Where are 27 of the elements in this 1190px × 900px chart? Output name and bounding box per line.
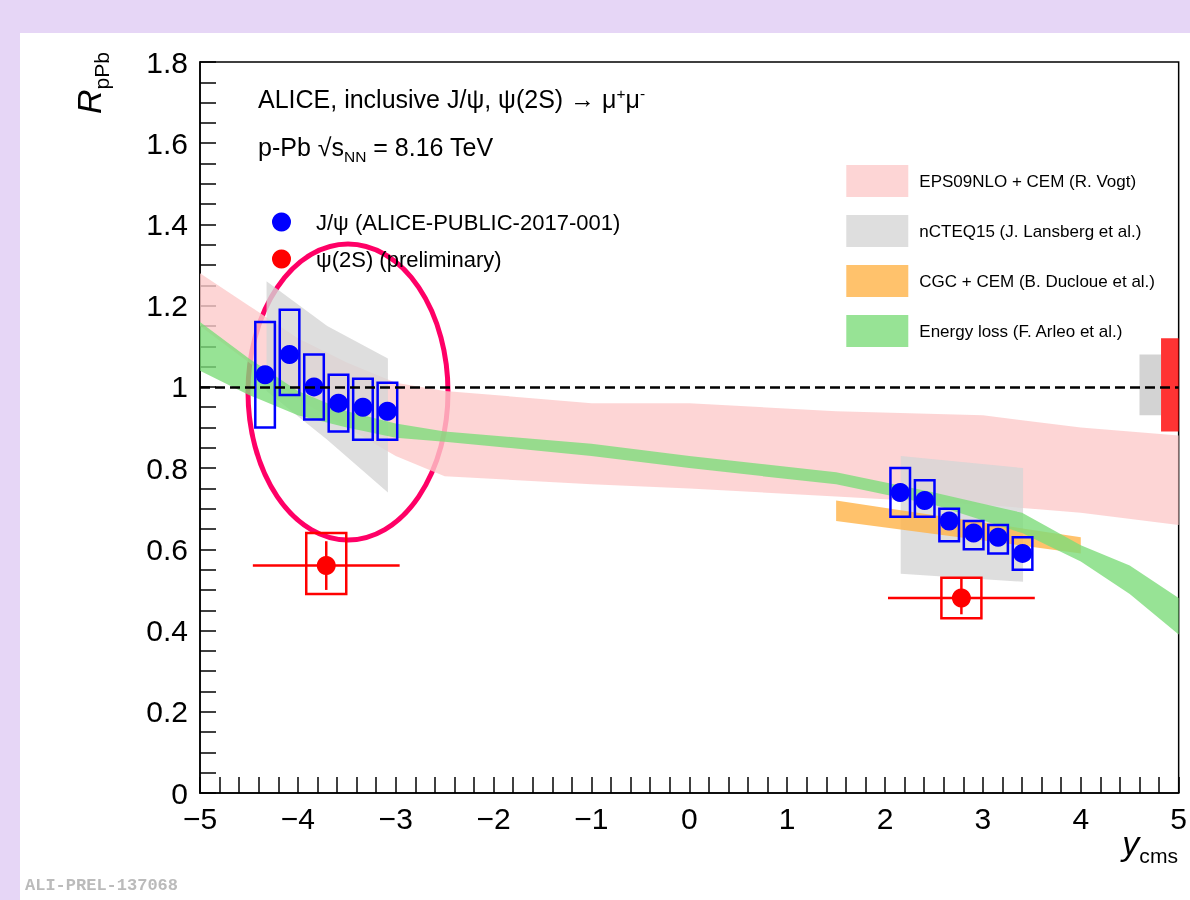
x-tick-label: 3 — [974, 801, 992, 835]
legend-label: Energy loss (F. Arleo et al.) — [919, 321, 1123, 341]
y-tick-label: 1 — [171, 370, 188, 404]
x-tick-label: 2 — [876, 801, 894, 835]
y-tick-label: 1.4 — [146, 207, 188, 241]
x-tick-label: 4 — [1072, 801, 1090, 835]
legend-label: nCTEQ15 (J. Lansberg et al.) — [919, 221, 1142, 241]
legend-label: J/ψ (ALICE-PUBLIC-2017-001) — [316, 209, 621, 235]
y-tick-label: 1.6 — [146, 126, 188, 160]
y-tick-label: 0.8 — [146, 451, 188, 485]
legend-label: EPS09NLO + CEM (R. Vogt) — [919, 171, 1137, 191]
annotation: p-Pb √s$_{NN}$ = 8.16 TeV — [258, 132, 494, 167]
y-tick-label: 1.2 — [146, 289, 188, 323]
y-tick-label: 0 — [171, 776, 188, 810]
y-tick-label: 1.8 — [146, 45, 188, 79]
y-tick-label: 0.4 — [146, 614, 188, 648]
annotation: ALICE, inclusive J/ψ, ψ(2S) → μ$^{+}$μ$^{-}$ — [258, 84, 646, 114]
x-tick-label: 1 — [778, 801, 796, 835]
y-tick-label: 0.2 — [146, 695, 188, 729]
x-tick-label: −2 — [476, 801, 511, 835]
x-tick-label: −4 — [280, 801, 315, 835]
x-tick-label: −3 — [378, 801, 413, 835]
x-tick-label: 0 — [680, 801, 698, 835]
x-tick-label: −1 — [574, 801, 609, 835]
y-tick-label: 0.6 — [146, 532, 188, 566]
legend-label: CGC + CEM (B. Ducloue et al.) — [919, 271, 1156, 291]
text: ALI-PREL-137068 — [25, 876, 179, 897]
